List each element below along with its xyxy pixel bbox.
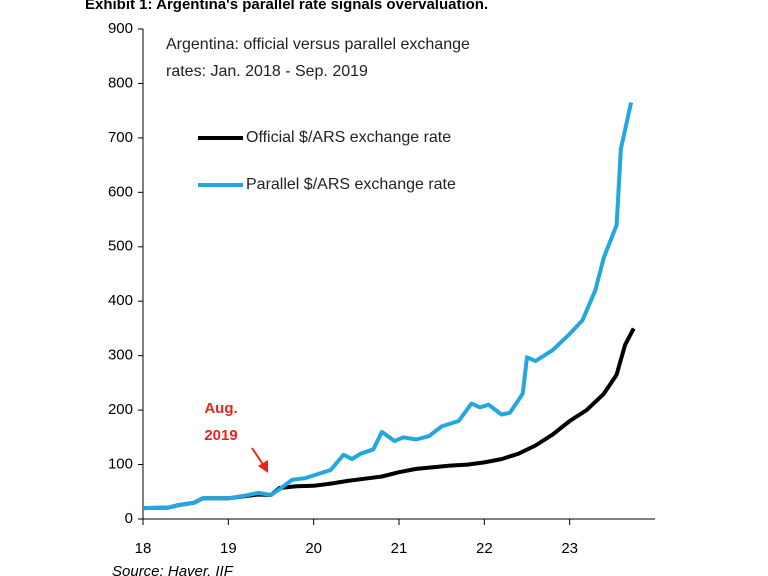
x-tick-label: 21 <box>391 540 408 557</box>
y-tick-label: 0 <box>125 510 133 527</box>
data-line <box>142 102 634 511</box>
y-tick-label: 700 <box>108 129 133 146</box>
x-tick-label: 19 <box>220 540 237 557</box>
x-tick-label: 22 <box>476 540 493 557</box>
y-tick-label: 900 <box>108 20 133 37</box>
legend-label: Parallel $/ARS exchange rate <box>246 176 456 193</box>
y-tick-label: 500 <box>108 238 133 255</box>
annotation: 2019 <box>204 427 237 444</box>
legend-label: Official $/ARS exchange rate <box>246 129 451 146</box>
source: Source: Haver, IIF <box>112 563 234 576</box>
x-tick-label: 18 <box>135 540 152 557</box>
annotation-arrow <box>251 447 268 473</box>
chart-title: Exhibit 1: Argentina's parallel rate sig… <box>85 0 488 13</box>
inner-note: rates: Jan. 2018 - Sep. 2019 <box>166 63 368 80</box>
y-tick-label: 800 <box>108 74 133 91</box>
legend: Official $/ARS exchange rate Parallel $/A… <box>198 129 456 193</box>
y-tick-label: 600 <box>108 183 133 200</box>
y-tick-label: 400 <box>108 292 133 309</box>
x-tick-label: 20 <box>305 540 322 557</box>
y-tick-label: 200 <box>108 401 133 418</box>
y-tick-label: 100 <box>108 456 133 473</box>
x-tick-label: 23 <box>561 540 578 557</box>
annotation: Aug. <box>204 400 237 417</box>
y-tick-label: 300 <box>108 347 133 364</box>
data-line <box>142 327 636 511</box>
inner-note: Argentina: official versus parallel exch… <box>166 36 470 53</box>
